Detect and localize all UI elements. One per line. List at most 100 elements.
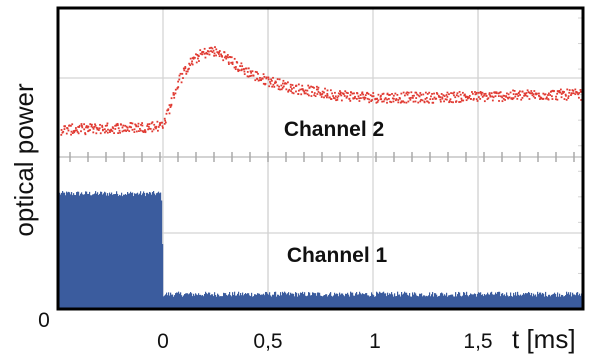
- ch2-point: [381, 93, 384, 96]
- ch2-point: [90, 123, 93, 126]
- ch1-bar: [494, 294, 496, 309]
- ch2-point: [381, 100, 384, 103]
- ch2-point: [164, 121, 167, 124]
- ch1-bar: [65, 195, 67, 309]
- ch2-point: [413, 94, 415, 97]
- ch2-point: [492, 96, 495, 99]
- ch2-point: [101, 126, 104, 128]
- ch1-bar: [264, 295, 266, 309]
- ch2-point: [243, 73, 246, 76]
- ch2-point: [225, 57, 228, 60]
- ch1-bar: [219, 296, 221, 309]
- ch2-point: [489, 94, 492, 97]
- ch2-point: [314, 95, 317, 98]
- ch1-bar: [267, 293, 269, 309]
- ch2-point: [354, 95, 356, 98]
- ch1-bar: [385, 293, 387, 309]
- ch1-bar: [456, 296, 458, 309]
- ch1-bar: [370, 295, 372, 309]
- ch1-bar: [153, 190, 155, 309]
- ch1-bar: [449, 295, 451, 309]
- ch1-bar: [260, 294, 262, 309]
- ch1-bar: [392, 294, 394, 309]
- ch2-point: [486, 98, 489, 101]
- ch2-point: [250, 71, 253, 74]
- ch1-bar: [121, 192, 123, 309]
- ch2-point: [110, 129, 113, 132]
- ch2-point: [380, 98, 383, 100]
- ch2-point: [442, 94, 445, 97]
- ch2-point: [411, 96, 414, 99]
- ch1-bar: [551, 294, 553, 309]
- ch1-bar: [188, 294, 190, 309]
- ch1-bar: [333, 295, 335, 309]
- ch2-point: [452, 101, 454, 104]
- ch1-bar: [364, 294, 366, 309]
- ch1-bar: [133, 196, 135, 309]
- ch1-bar: [148, 194, 150, 309]
- ch2-point: [93, 126, 96, 128]
- ch2-point: [95, 126, 98, 129]
- ch1-bar: [535, 294, 537, 309]
- ch2-point: [453, 94, 455, 97]
- ch1-bar: [294, 296, 296, 309]
- ch2-point: [547, 98, 550, 101]
- ch1-bar: [327, 296, 329, 309]
- ch1-bar: [452, 294, 454, 309]
- ch2-point: [126, 126, 129, 129]
- ch2-point: [574, 93, 577, 96]
- ch1-bar: [105, 192, 107, 309]
- ch2-point: [108, 129, 111, 132]
- ch2-point: [562, 92, 565, 94]
- ch2-point: [358, 100, 361, 102]
- ch2-point: [366, 91, 369, 94]
- ch2-point: [494, 91, 497, 94]
- ch2-point: [570, 94, 572, 96]
- ch2-point: [277, 88, 280, 91]
- ch2-point: [182, 77, 184, 79]
- ch1-bar: [165, 294, 167, 309]
- ch2-point: [156, 120, 159, 123]
- ch2-point: [567, 97, 570, 99]
- ch2-point: [282, 85, 285, 88]
- ch2-point: [562, 90, 564, 93]
- ch2-point: [563, 98, 566, 100]
- ch2-point: [560, 96, 563, 99]
- ch1-bar: [147, 192, 149, 309]
- ch1-bar: [60, 194, 62, 309]
- ch1-bar: [382, 292, 384, 309]
- ch2-point: [391, 93, 393, 95]
- ch2-point: [329, 89, 332, 92]
- ch2-point: [115, 124, 118, 127]
- ch1-bar: [541, 294, 543, 309]
- ch1-bar: [150, 192, 152, 309]
- ch1-bar: [527, 293, 529, 309]
- ch1-bar: [261, 294, 263, 309]
- ch1-bar: [526, 293, 528, 309]
- ch1-bar: [98, 194, 100, 309]
- ch1-bar: [68, 191, 70, 309]
- ch2-point: [332, 95, 335, 97]
- ch2-point: [230, 56, 233, 59]
- ch1-bar: [284, 291, 286, 309]
- ch1-bar: [497, 292, 499, 309]
- ch2-point: [249, 70, 252, 73]
- ch1-bar: [163, 296, 165, 309]
- ch2-point: [402, 100, 405, 103]
- ch2-point: [131, 122, 134, 125]
- ch1-bar: [545, 291, 547, 309]
- ch1-bar: [225, 293, 227, 309]
- ch2-point: [359, 94, 362, 96]
- ch1-bar: [112, 194, 114, 309]
- ch1-bar: [491, 291, 493, 309]
- ch2-point: [131, 128, 134, 131]
- ch1-bar: [116, 191, 118, 309]
- ch2-point: [479, 98, 482, 100]
- ch2-point: [424, 91, 427, 94]
- ch1-bar: [501, 293, 503, 309]
- ch1-bar: [540, 292, 542, 309]
- ch1-bar: [120, 195, 122, 309]
- ch2-point: [265, 77, 268, 80]
- ch1-bar: [181, 295, 183, 309]
- ch1-bar: [369, 296, 371, 309]
